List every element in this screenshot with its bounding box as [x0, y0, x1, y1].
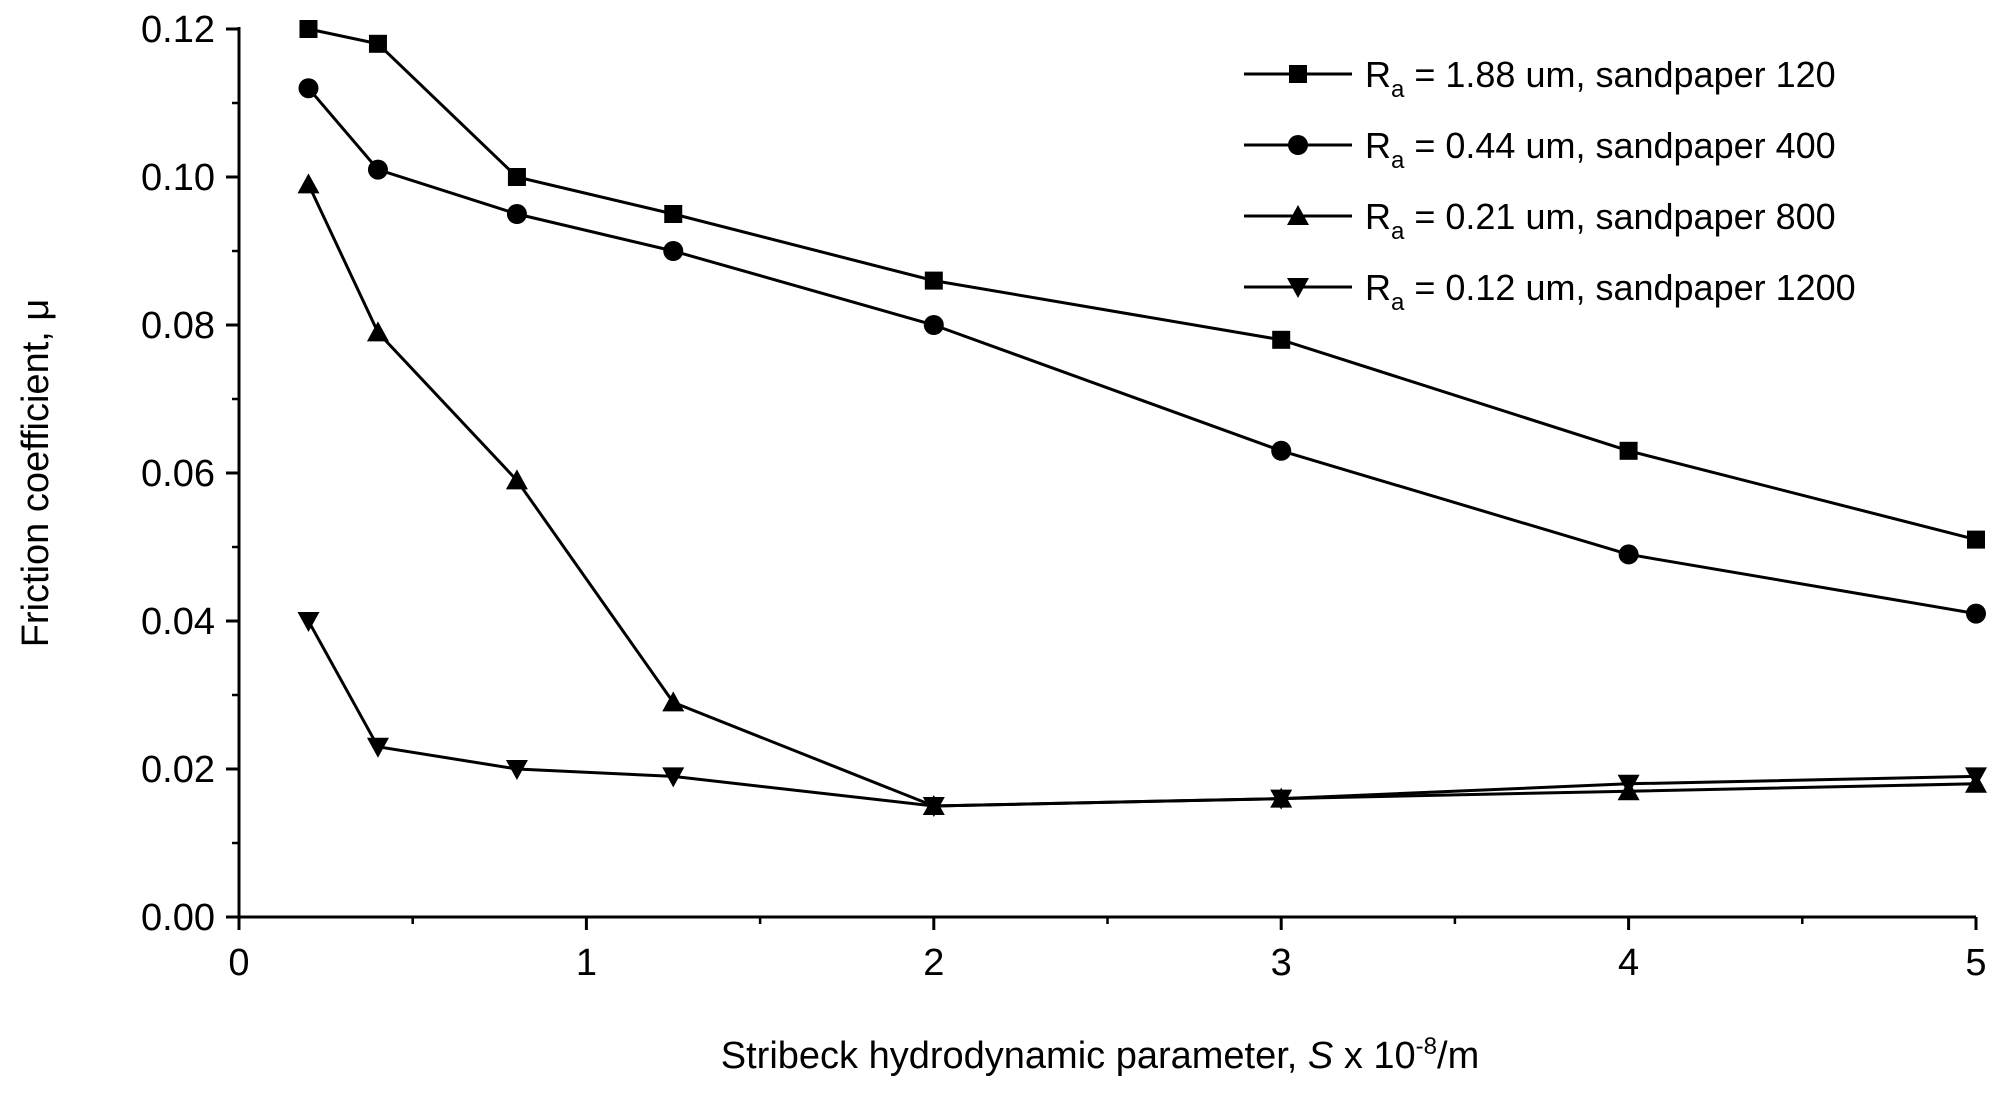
legend-label: Ra = 0.44 um, sandpaper 400 [1365, 125, 1836, 174]
y-tick-label: 0.04 [141, 601, 215, 643]
y-tick-label: 0.10 [141, 157, 215, 199]
y-tick-label: 0.02 [141, 749, 215, 791]
marker [507, 168, 526, 186]
x-tick-label: 1 [576, 942, 597, 984]
marker [1966, 603, 1986, 624]
marker [663, 241, 684, 261]
marker [368, 34, 387, 53]
marker [662, 691, 685, 712]
series-line [307, 620, 1977, 808]
x-label-part: Stribeck hydrodynamic parameter, [721, 1035, 1308, 1077]
marker [1965, 767, 1987, 788]
marker [662, 767, 685, 788]
marker [506, 204, 527, 224]
marker [1618, 544, 1639, 565]
series-line [307, 183, 1977, 808]
marker [1287, 205, 1309, 225]
x-tick-label: 0 [228, 942, 249, 984]
marker [1288, 135, 1308, 155]
marker [664, 205, 683, 223]
marker [1272, 330, 1291, 349]
x-label-part: x 10 [1333, 1035, 1415, 1077]
marker [505, 469, 528, 490]
x-label-part: S [1308, 1035, 1333, 1077]
y-tick-label: 0.00 [141, 897, 215, 939]
y-axis-label: Friction coefficient, μ [15, 299, 57, 648]
x-tick-label: 2 [923, 942, 944, 984]
marker [1619, 441, 1638, 460]
y-tick-label: 0.06 [141, 453, 215, 495]
marker [297, 612, 320, 632]
marker [922, 797, 945, 817]
marker [1617, 774, 1640, 795]
marker [1270, 789, 1293, 810]
marker [299, 20, 318, 38]
x-label-part: -8 [1416, 1033, 1437, 1060]
marker [1967, 530, 1985, 549]
x-tick-label: 4 [1618, 942, 1639, 984]
marker [505, 760, 528, 780]
marker [297, 173, 320, 194]
x-tick-label: 3 [1271, 942, 1292, 984]
legend-label: Ra = 1.88 um, sandpaper 120 [1365, 54, 1836, 103]
legend-label: Ra = 0.12 um, sandpaper 1200 [1365, 267, 1856, 316]
x-label-part: /m [1437, 1035, 1479, 1077]
marker [1287, 278, 1309, 298]
legend-label: Ra = 0.21 um, sandpaper 800 [1365, 196, 1836, 245]
marker [366, 321, 389, 342]
marker [923, 315, 944, 335]
marker [367, 159, 388, 180]
marker [298, 78, 319, 99]
x-axis-label: Stribeck hydrodynamic parameter, S x 10-… [721, 1033, 1479, 1077]
marker [924, 271, 943, 290]
y-tick-label: 0.12 [141, 9, 215, 51]
series-line [307, 87, 1977, 616]
marker [366, 737, 389, 758]
y-tick-label: 0.08 [141, 305, 215, 347]
marker [1289, 65, 1307, 83]
x-tick-label: 5 [1965, 942, 1986, 984]
marker [1271, 440, 1292, 461]
series-line [308, 27, 1977, 542]
